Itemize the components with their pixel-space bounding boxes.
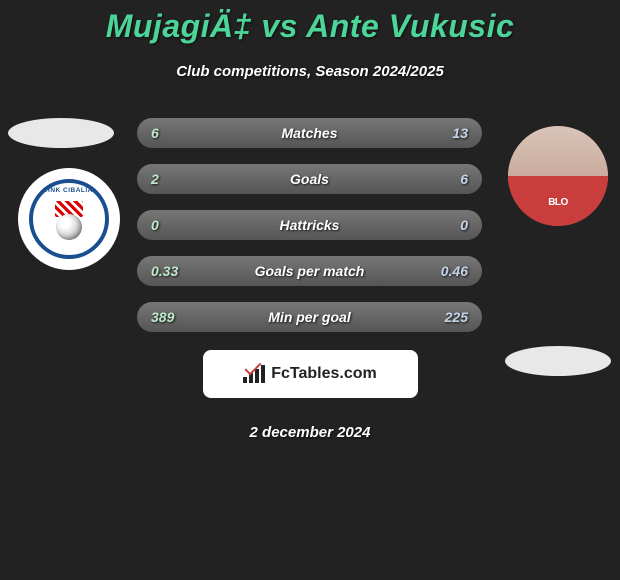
- stat-right-value: 225: [408, 309, 468, 325]
- footer-date: 2 december 2024: [0, 424, 620, 441]
- stat-left-value: 0: [151, 217, 211, 233]
- stat-right-value: 0: [408, 217, 468, 233]
- left-player-avatar-placeholder: [8, 118, 114, 148]
- page-title: MujagiÄ‡ vs Ante Vukusic: [0, 8, 620, 45]
- stat-left-value: 389: [151, 309, 211, 325]
- page-subtitle: Club competitions, Season 2024/2025: [0, 63, 620, 80]
- stat-label: Goals: [211, 171, 408, 187]
- stat-row-hattricks: 0 Hattricks 0: [137, 210, 482, 240]
- photo-overlay-text: BLO: [548, 197, 568, 208]
- soccer-ball-icon: [56, 214, 82, 240]
- left-player-column: HNK CIBALIA: [0, 118, 120, 270]
- right-player-avatar: BLO: [508, 126, 608, 226]
- photo-background-top: [508, 126, 608, 181]
- stat-left-value: 2: [151, 171, 211, 187]
- stat-left-value: 0.33: [151, 263, 211, 279]
- stat-row-matches: 6 Matches 13: [137, 118, 482, 148]
- stat-right-value: 6: [408, 171, 468, 187]
- comparison-card: MujagiÄ‡ vs Ante Vukusic Club competitio…: [0, 0, 620, 441]
- stat-right-value: 0.46: [408, 263, 468, 279]
- brand-text: FcTables.com: [271, 365, 377, 383]
- club-badge-inner: HNK CIBALIA: [29, 179, 109, 259]
- stat-right-value: 13: [408, 125, 468, 141]
- left-club-badge: HNK CIBALIA: [18, 168, 120, 270]
- club-badge-text: HNK CIBALIA: [45, 187, 93, 194]
- stat-row-min-per-goal: 389 Min per goal 225: [137, 302, 482, 332]
- stat-row-goals-per-match: 0.33 Goals per match 0.46: [137, 256, 482, 286]
- stats-list: 6 Matches 13 2 Goals 6 0 Hattricks 0 0.3…: [137, 118, 482, 332]
- comparison-body: HNK CIBALIA BLO 6 Matches 13 2 G: [0, 118, 620, 332]
- stat-label: Matches: [211, 125, 408, 141]
- stat-label: Hattricks: [211, 217, 408, 233]
- stat-left-value: 6: [151, 125, 211, 141]
- right-player-column: BLO: [490, 118, 620, 376]
- stat-label: Goals per match: [211, 263, 408, 279]
- brand-badge[interactable]: FcTables.com: [203, 350, 418, 398]
- right-club-badge-placeholder: [505, 346, 611, 376]
- brand-chart-icon: [243, 365, 265, 383]
- stat-row-goals: 2 Goals 6: [137, 164, 482, 194]
- stat-label: Min per goal: [211, 309, 408, 325]
